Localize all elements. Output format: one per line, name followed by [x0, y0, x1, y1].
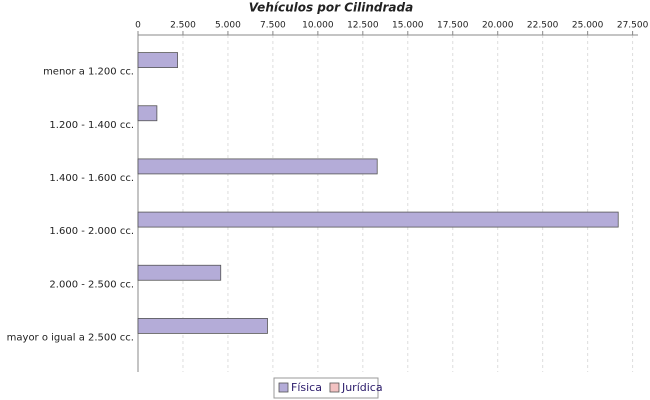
legend-label: Jurídica — [341, 381, 383, 394]
bar — [137, 105, 158, 122]
y-tick-label: 1.200 - 1.400 cc. — [49, 120, 134, 131]
legend-label: Física — [291, 381, 322, 394]
y-tick-label: 2.000 - 2.500 cc. — [49, 279, 134, 290]
x-tick-label: 20.000 — [482, 21, 514, 31]
bar — [137, 264, 222, 281]
x-tick-label: 25.000 — [572, 21, 604, 31]
bar — [137, 318, 268, 334]
bar — [137, 211, 619, 228]
chart-title: Vehículos por Cilindrada — [249, 1, 413, 15]
x-tick-label: 22.500 — [527, 21, 559, 31]
legend-swatch — [278, 382, 289, 393]
bar — [137, 52, 178, 68]
x-tick-label: 27.500 — [617, 21, 649, 31]
legend-swatch — [329, 382, 340, 393]
x-tick-label: 7.500 — [260, 21, 286, 31]
bar — [137, 158, 378, 175]
x-tick-label: 5.000 — [215, 21, 241, 31]
x-tick-label: 10.000 — [302, 21, 334, 31]
x-tick-label: 17.500 — [437, 21, 469, 31]
y-tick-label: menor a 1.200 cc. — [43, 67, 134, 78]
x-tick-label: 12.500 — [347, 21, 379, 31]
y-tick-label: 1.600 - 2.000 cc. — [49, 226, 134, 237]
x-tick-label: 0 — [135, 21, 141, 31]
legend-box — [273, 377, 379, 399]
x-tick-label: 15.000 — [392, 21, 424, 31]
y-tick-label: 1.400 - 1.600 cc. — [49, 173, 134, 184]
y-tick-label: mayor o igual a 2.500 cc. — [7, 332, 134, 343]
x-tick-label: 2.500 — [170, 21, 196, 31]
